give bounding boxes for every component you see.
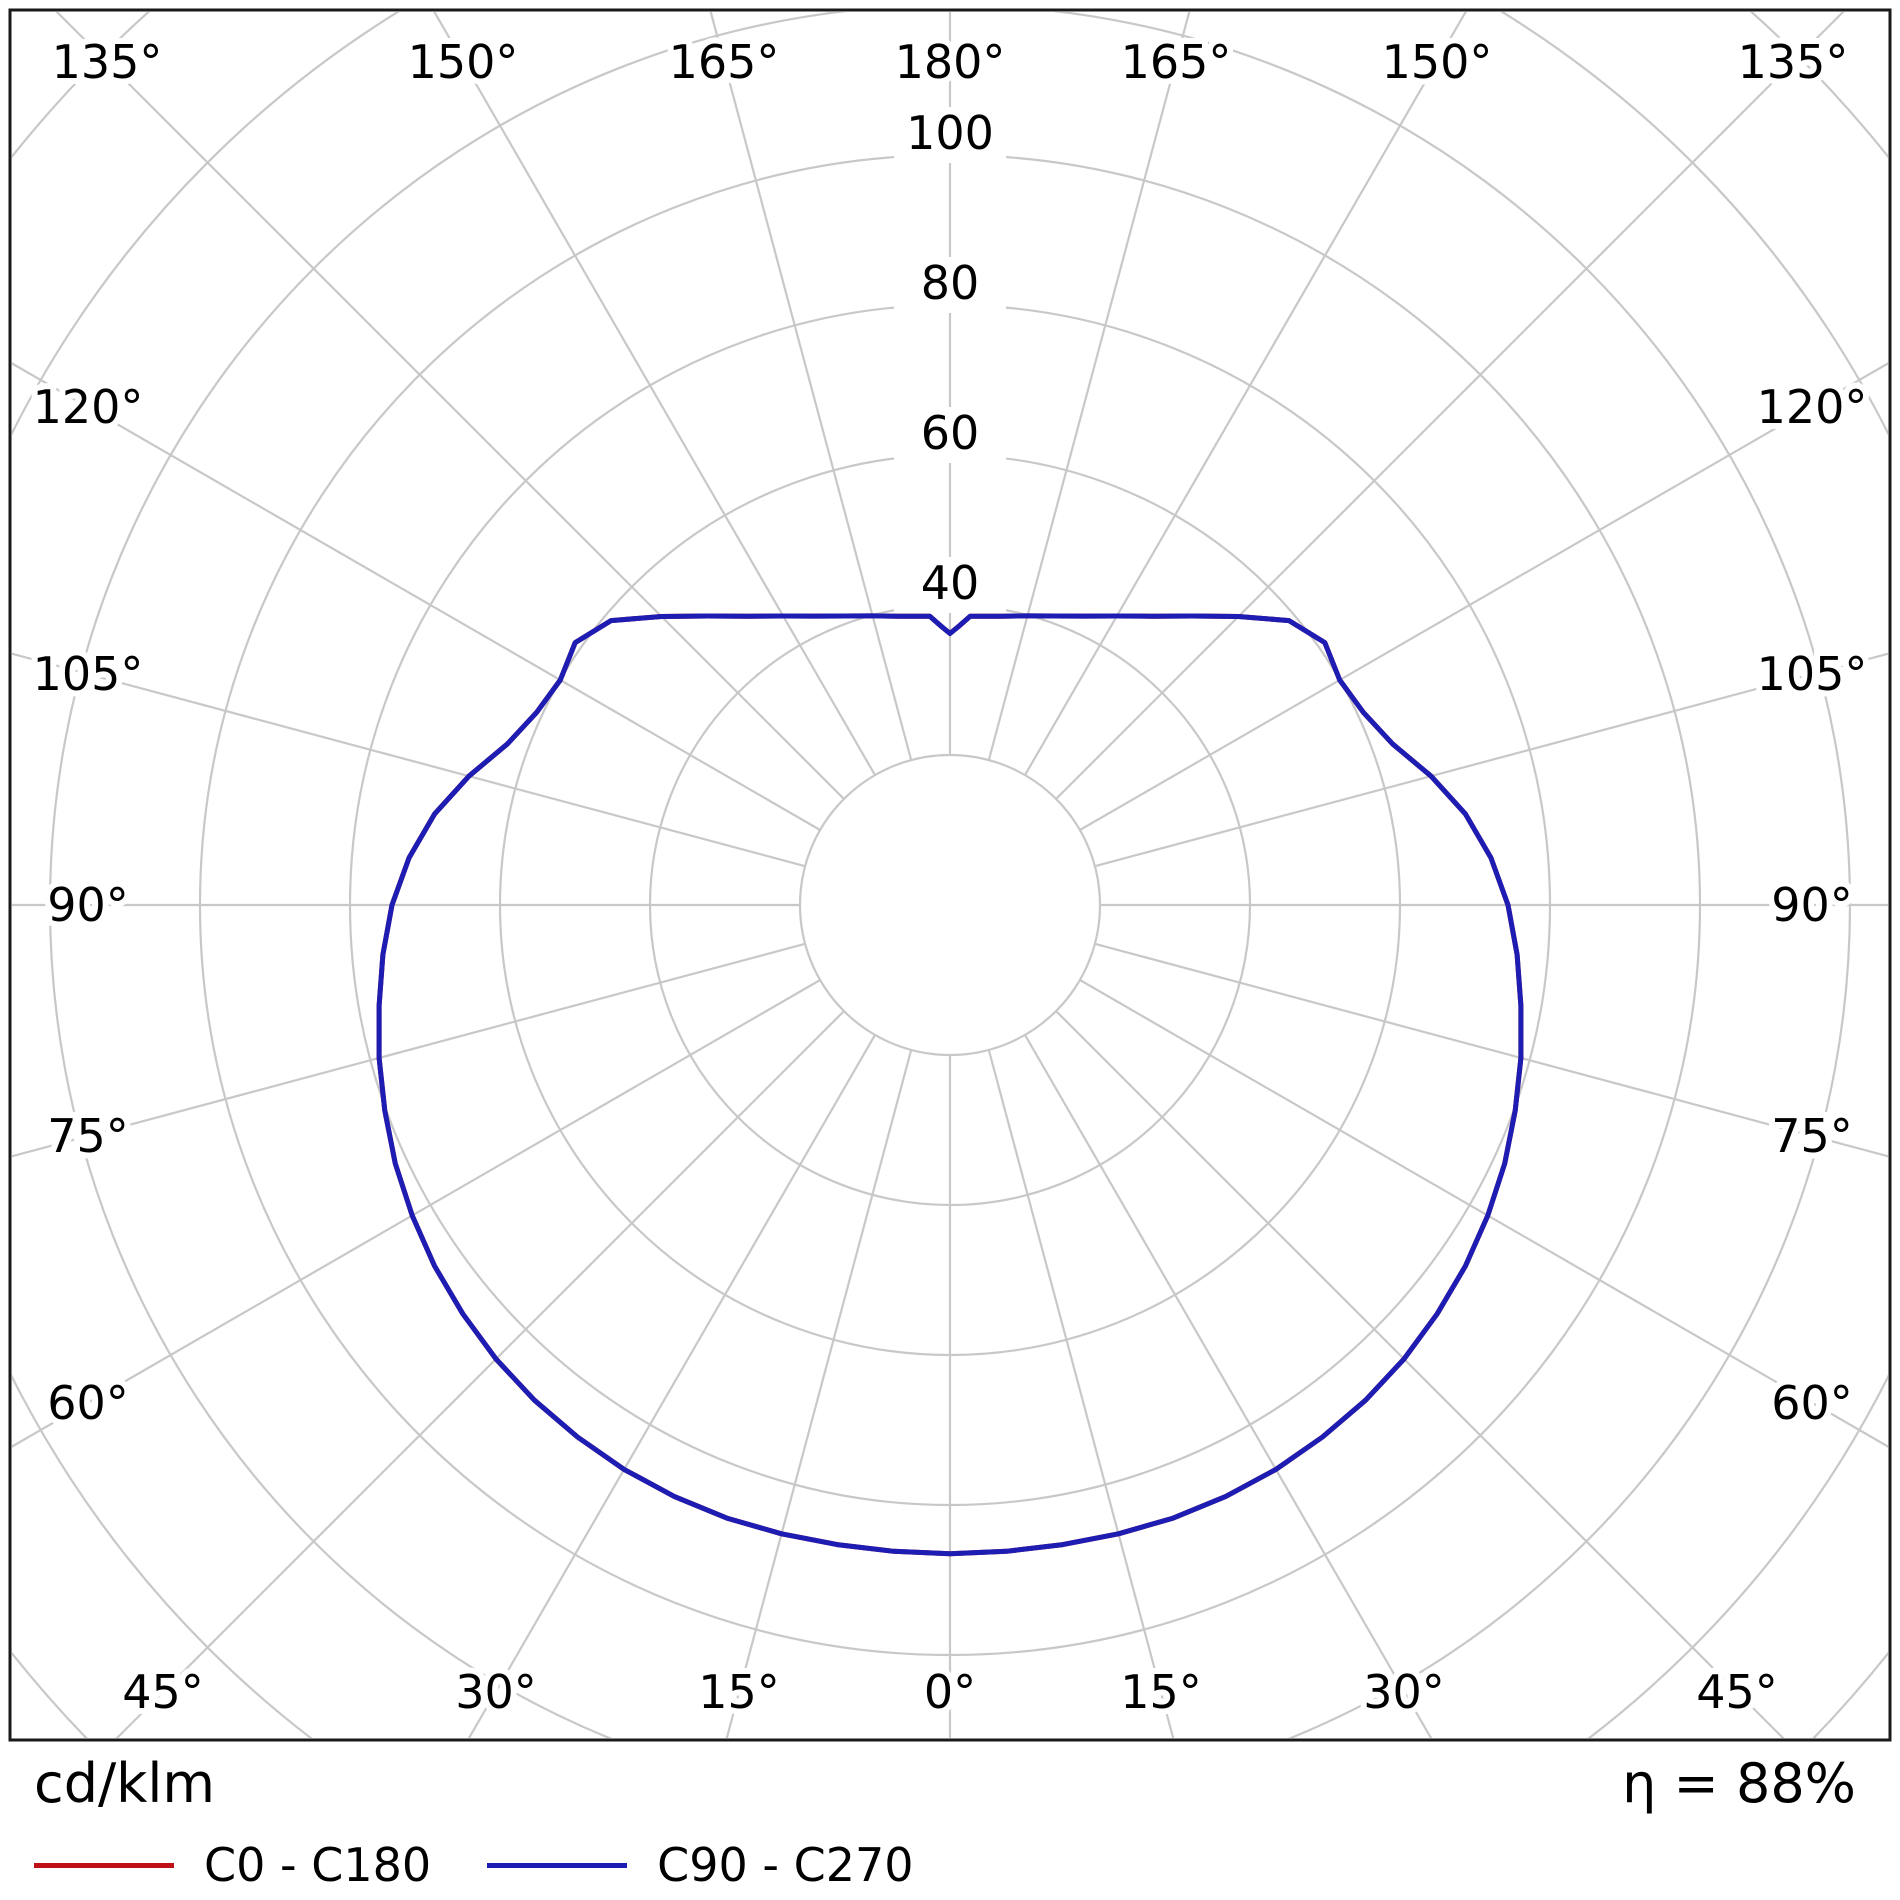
grid-spoke bbox=[987, 1049, 1175, 1738]
grid-spoke bbox=[1094, 652, 1888, 868]
ring-label-bg bbox=[894, 257, 1006, 313]
angle-label: 105° bbox=[1757, 647, 1868, 701]
grid-spoke bbox=[725, 1049, 913, 1738]
legend-item-c0-c180: C0 - C180 bbox=[34, 1838, 431, 1892]
ring-label: 80 bbox=[921, 256, 980, 310]
angle-label: 120° bbox=[33, 380, 144, 434]
angle-label: 30° bbox=[1363, 1665, 1445, 1719]
angle-label: 120° bbox=[1757, 380, 1868, 434]
angle-label: 150° bbox=[1382, 35, 1493, 89]
legend-swatch-c0-c180 bbox=[34, 1862, 174, 1868]
ring-label: 60 bbox=[921, 406, 980, 460]
angle-label: 60° bbox=[47, 1376, 129, 1430]
polar-chart-canvas: 40 60 80 100 0° 15° 15° 30° 30° 45° 45° 60° 60° 75° 75… bbox=[8, 8, 1892, 1742]
ring-label: 40 bbox=[921, 556, 980, 610]
ring-label: 100 bbox=[906, 106, 994, 160]
grid-spoke bbox=[1079, 362, 1888, 831]
angle-label: 45° bbox=[122, 1665, 204, 1719]
angle-label: 150° bbox=[408, 35, 519, 89]
grid-spoke bbox=[12, 942, 806, 1158]
angle-label: 45° bbox=[1696, 1665, 1778, 1719]
grid-spoke bbox=[1024, 12, 1467, 776]
angle-label: 60° bbox=[1771, 1376, 1853, 1430]
grid-spoke bbox=[433, 12, 876, 776]
efficiency-label: η = 88% bbox=[1622, 1752, 1856, 1815]
angle-label: 180° bbox=[895, 35, 1006, 89]
angle-label: 90° bbox=[47, 878, 129, 932]
angle-label: 15° bbox=[1120, 1665, 1202, 1719]
curve-c90-c270 bbox=[376, 613, 1524, 1557]
grid-spoke bbox=[1055, 1010, 1785, 1738]
grid-spoke bbox=[12, 979, 821, 1448]
grid-spoke bbox=[12, 362, 821, 831]
grid-spoke bbox=[1024, 1034, 1433, 1738]
angle-label: 135° bbox=[1738, 35, 1849, 89]
angle-label: 75° bbox=[1771, 1109, 1853, 1163]
grid-spoke bbox=[467, 1034, 876, 1738]
ring-label-bg bbox=[894, 407, 1006, 463]
grid-spoke bbox=[1079, 979, 1888, 1448]
grid-spoke bbox=[709, 12, 913, 761]
units-label: cd/klm bbox=[34, 1752, 216, 1815]
angle-label: 135° bbox=[52, 35, 163, 89]
angle-label: 105° bbox=[33, 647, 144, 701]
footer-row: cd/klm η = 88% bbox=[34, 1752, 1856, 1815]
legend: C0 - C180 C90 - C270 bbox=[34, 1838, 914, 1892]
grid-spoke bbox=[1055, 12, 1845, 800]
ring-label-bg bbox=[894, 557, 1006, 613]
grid-spoke bbox=[115, 1010, 845, 1738]
legend-swatch-c90-c270 bbox=[487, 1862, 628, 1868]
plot-border bbox=[8, 8, 1892, 1742]
grid-spoke bbox=[55, 12, 845, 800]
grid-spoke bbox=[12, 652, 806, 868]
grid-spoke bbox=[1094, 942, 1888, 1158]
legend-label-c0-c180: C0 - C180 bbox=[204, 1838, 432, 1892]
angle-label: 75° bbox=[47, 1109, 129, 1163]
angle-label: 165° bbox=[669, 35, 780, 89]
angle-label: 0° bbox=[924, 1665, 976, 1719]
legend-item-c90-c270: C90 - C270 bbox=[487, 1838, 914, 1892]
angle-label: 30° bbox=[455, 1665, 537, 1719]
legend-label-c90-c270: C90 - C270 bbox=[657, 1838, 914, 1892]
angle-label: 15° bbox=[698, 1665, 780, 1719]
ring-label-bg bbox=[894, 107, 1006, 163]
angle-label: 165° bbox=[1121, 35, 1232, 89]
angle-label: 90° bbox=[1771, 878, 1853, 932]
grid-spoke bbox=[987, 12, 1191, 761]
